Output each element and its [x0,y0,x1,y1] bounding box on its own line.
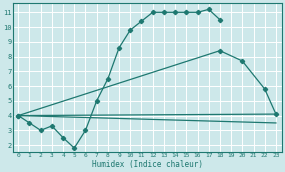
X-axis label: Humidex (Indice chaleur): Humidex (Indice chaleur) [91,159,203,169]
